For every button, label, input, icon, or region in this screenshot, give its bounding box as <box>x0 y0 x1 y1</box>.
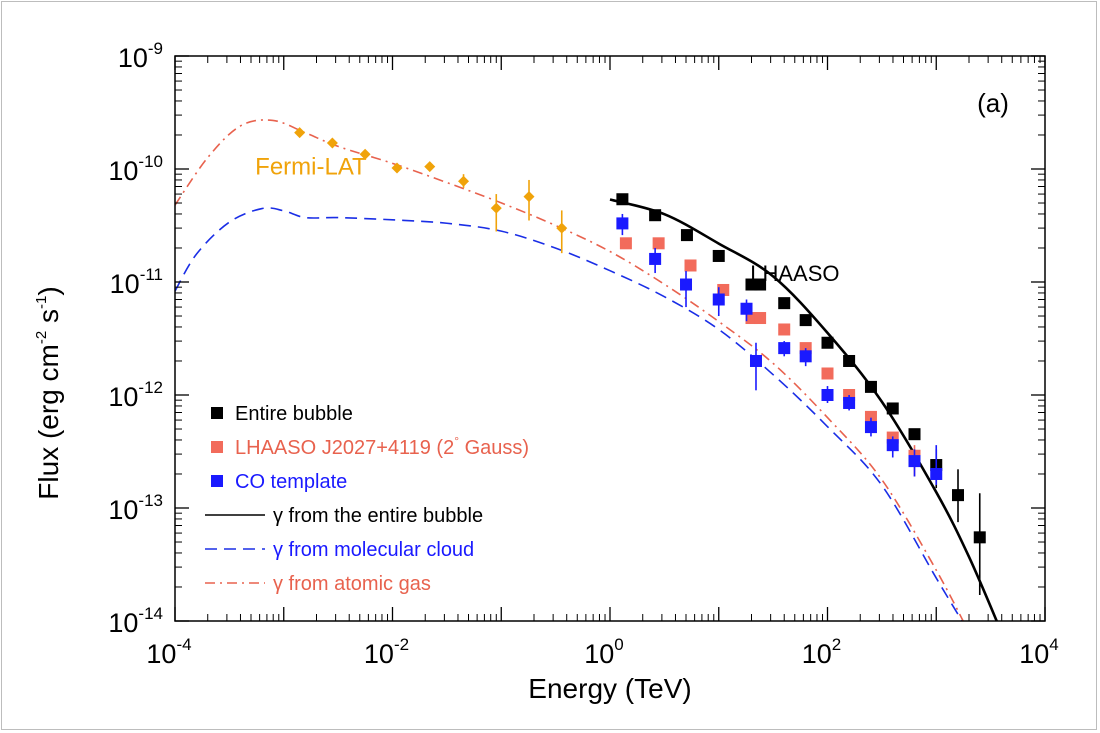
data-point <box>778 323 791 336</box>
x-tick-label: 10-2 <box>364 635 409 669</box>
data-point <box>684 259 697 272</box>
lhaaso-annotation: LHAASO <box>750 261 839 286</box>
data-point <box>717 283 730 296</box>
data-point <box>649 209 662 222</box>
model-curve <box>175 207 963 621</box>
data-point <box>821 389 834 401</box>
data-point <box>556 222 568 234</box>
data-point <box>424 161 436 173</box>
x-axis-title: Energy (TeV) <box>528 673 691 704</box>
plot-area-frame <box>174 55 1046 622</box>
data-point <box>930 467 943 480</box>
legend-label: Entire bubble <box>235 403 353 425</box>
data-point <box>908 428 921 441</box>
legend-marker <box>211 441 223 453</box>
y-axis-title-exp1: -2 <box>33 331 50 344</box>
data-point <box>458 175 470 187</box>
data-point <box>778 297 791 310</box>
data-point <box>886 402 899 415</box>
x-tick-label: 102 <box>802 635 842 669</box>
data-point <box>754 312 767 325</box>
data-point <box>886 439 899 452</box>
data-point <box>778 342 791 355</box>
data-point <box>973 531 986 544</box>
legend-marker <box>211 407 223 419</box>
data-point <box>843 396 856 409</box>
legend-marker <box>211 475 223 487</box>
model-curve <box>175 119 965 621</box>
data-point <box>821 367 834 380</box>
data-point <box>652 237 665 250</box>
y-axis-title: Flux (erg cm-2 s-1) <box>33 286 64 499</box>
legend-label: LHAASO J2027+4119 (2° Gauss) <box>235 434 529 459</box>
data-point <box>616 193 629 206</box>
data-point <box>712 293 725 306</box>
model-curves <box>175 119 999 621</box>
tick-labels: 10-4 10-2 100 102 104 10-9 10-10 10-11 10-12 10-1… <box>108 39 1058 669</box>
y-tick-label: 10-13 <box>108 491 163 525</box>
fermi-lat-annotation: Fermi-LAT <box>255 154 367 181</box>
data-point <box>740 302 753 315</box>
data-point <box>391 162 403 174</box>
x-tick-label: 10-4 <box>146 635 191 669</box>
data-point <box>864 380 877 393</box>
model-curve <box>609 198 999 621</box>
y-tick-label: 10-11 <box>110 265 163 299</box>
data-point <box>908 455 921 468</box>
data-point <box>821 336 834 349</box>
data-points <box>294 127 986 595</box>
data-point <box>843 354 856 367</box>
data-point <box>749 354 762 367</box>
legend-label: γ from molecular cloud <box>273 539 474 561</box>
data-point <box>294 127 306 139</box>
data-point <box>864 410 877 423</box>
x-tick-label: 104 <box>1019 635 1059 669</box>
data-point <box>649 252 662 265</box>
panel-label: (a) <box>977 88 1009 118</box>
data-point <box>712 249 725 262</box>
data-point <box>490 202 502 214</box>
data-point <box>616 217 629 230</box>
legend-label: γ from the entire bubble <box>273 505 483 527</box>
data-point <box>680 278 693 291</box>
data-point <box>952 489 965 502</box>
data-point <box>680 229 693 242</box>
y-tick-label: 10-14 <box>108 604 163 638</box>
y-tick-label: 10-12 <box>108 378 163 412</box>
y-tick-label: 10-9 <box>118 39 163 73</box>
y-tick-label: 10-10 <box>108 152 163 186</box>
x-tick-label: 100 <box>584 635 624 669</box>
data-point <box>523 191 535 203</box>
legend-label: γ from atomic gas <box>273 573 431 595</box>
axis-ticks <box>174 55 1046 622</box>
data-point <box>326 137 338 149</box>
data-point <box>799 314 812 327</box>
legend: Entire bubble LHAASO J2027+4119 (2° Gauss… <box>205 403 529 595</box>
y-axis-title-exp2: -1 <box>33 296 50 309</box>
data-point <box>619 237 632 250</box>
data-point <box>754 278 767 291</box>
data-point <box>799 350 812 363</box>
data-point <box>864 421 877 434</box>
legend-label: CO template <box>235 471 347 493</box>
data-point <box>359 148 371 160</box>
